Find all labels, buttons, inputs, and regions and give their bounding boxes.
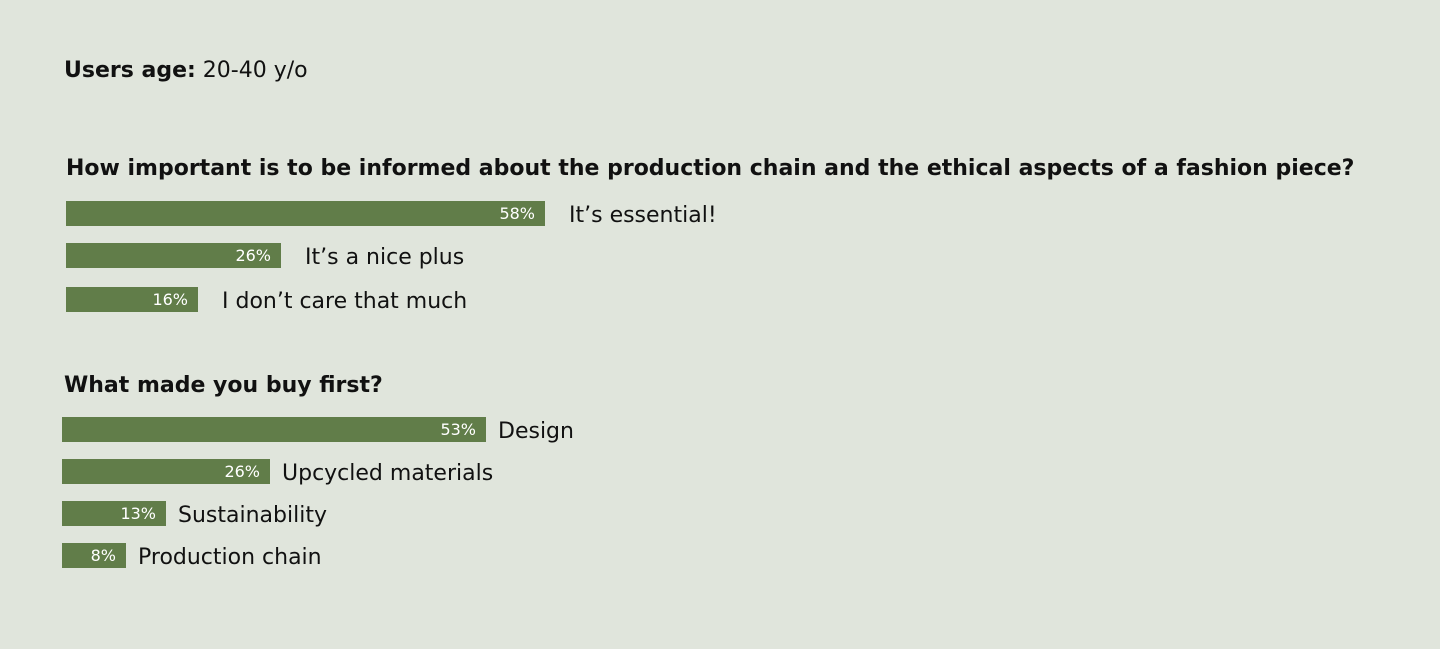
- chart-2-bar-3: 13%: [62, 501, 166, 526]
- chart-2-bar-2-value-label: 26%: [224, 462, 260, 481]
- users-age-label: Users age:: [64, 58, 196, 83]
- chart-2-bar-3-value-label: 13%: [120, 504, 156, 523]
- chart-2-bar-4-value-label: 8%: [90, 546, 116, 565]
- chart-2-bar-4: 8%: [62, 543, 126, 568]
- chart-1-category-label-1: It’s essential!: [569, 203, 717, 228]
- chart-2-category-label-1: Design: [498, 419, 574, 444]
- chart-2-category-label-3: Sustainability: [178, 503, 327, 528]
- chart-1-category-label-3: I don’t care that much: [222, 289, 468, 314]
- chart-2-category-label-2: Upcycled materials: [282, 461, 494, 486]
- chart-2-bar-1: 53%: [62, 417, 486, 442]
- chart-1-bar-2-value-label: 26%: [235, 246, 271, 265]
- question-2-title: What made you buy first?: [64, 373, 383, 398]
- users-age-line: Users age: 20-40 y/o: [64, 56, 308, 86]
- chart-1-bar-3-value-label: 16%: [152, 290, 188, 309]
- chart-1-bar-1: 58%: [66, 201, 545, 226]
- chart-1-bar-1-value-label: 58%: [499, 204, 535, 223]
- chart-1-category-label-2: It’s a nice plus: [305, 245, 465, 270]
- users-age-value: 20-40 y/o: [202, 58, 308, 83]
- chart-2-bar-2: 26%: [62, 459, 270, 484]
- chart-2-bar-1-value-label: 53%: [440, 420, 476, 439]
- question-1-title: How important is to be informed about th…: [66, 156, 1355, 181]
- chart-1-bar-3: 16%: [66, 287, 198, 312]
- chart-1-bar-2: 26%: [66, 243, 281, 268]
- chart-2-category-label-4: Production chain: [138, 545, 322, 570]
